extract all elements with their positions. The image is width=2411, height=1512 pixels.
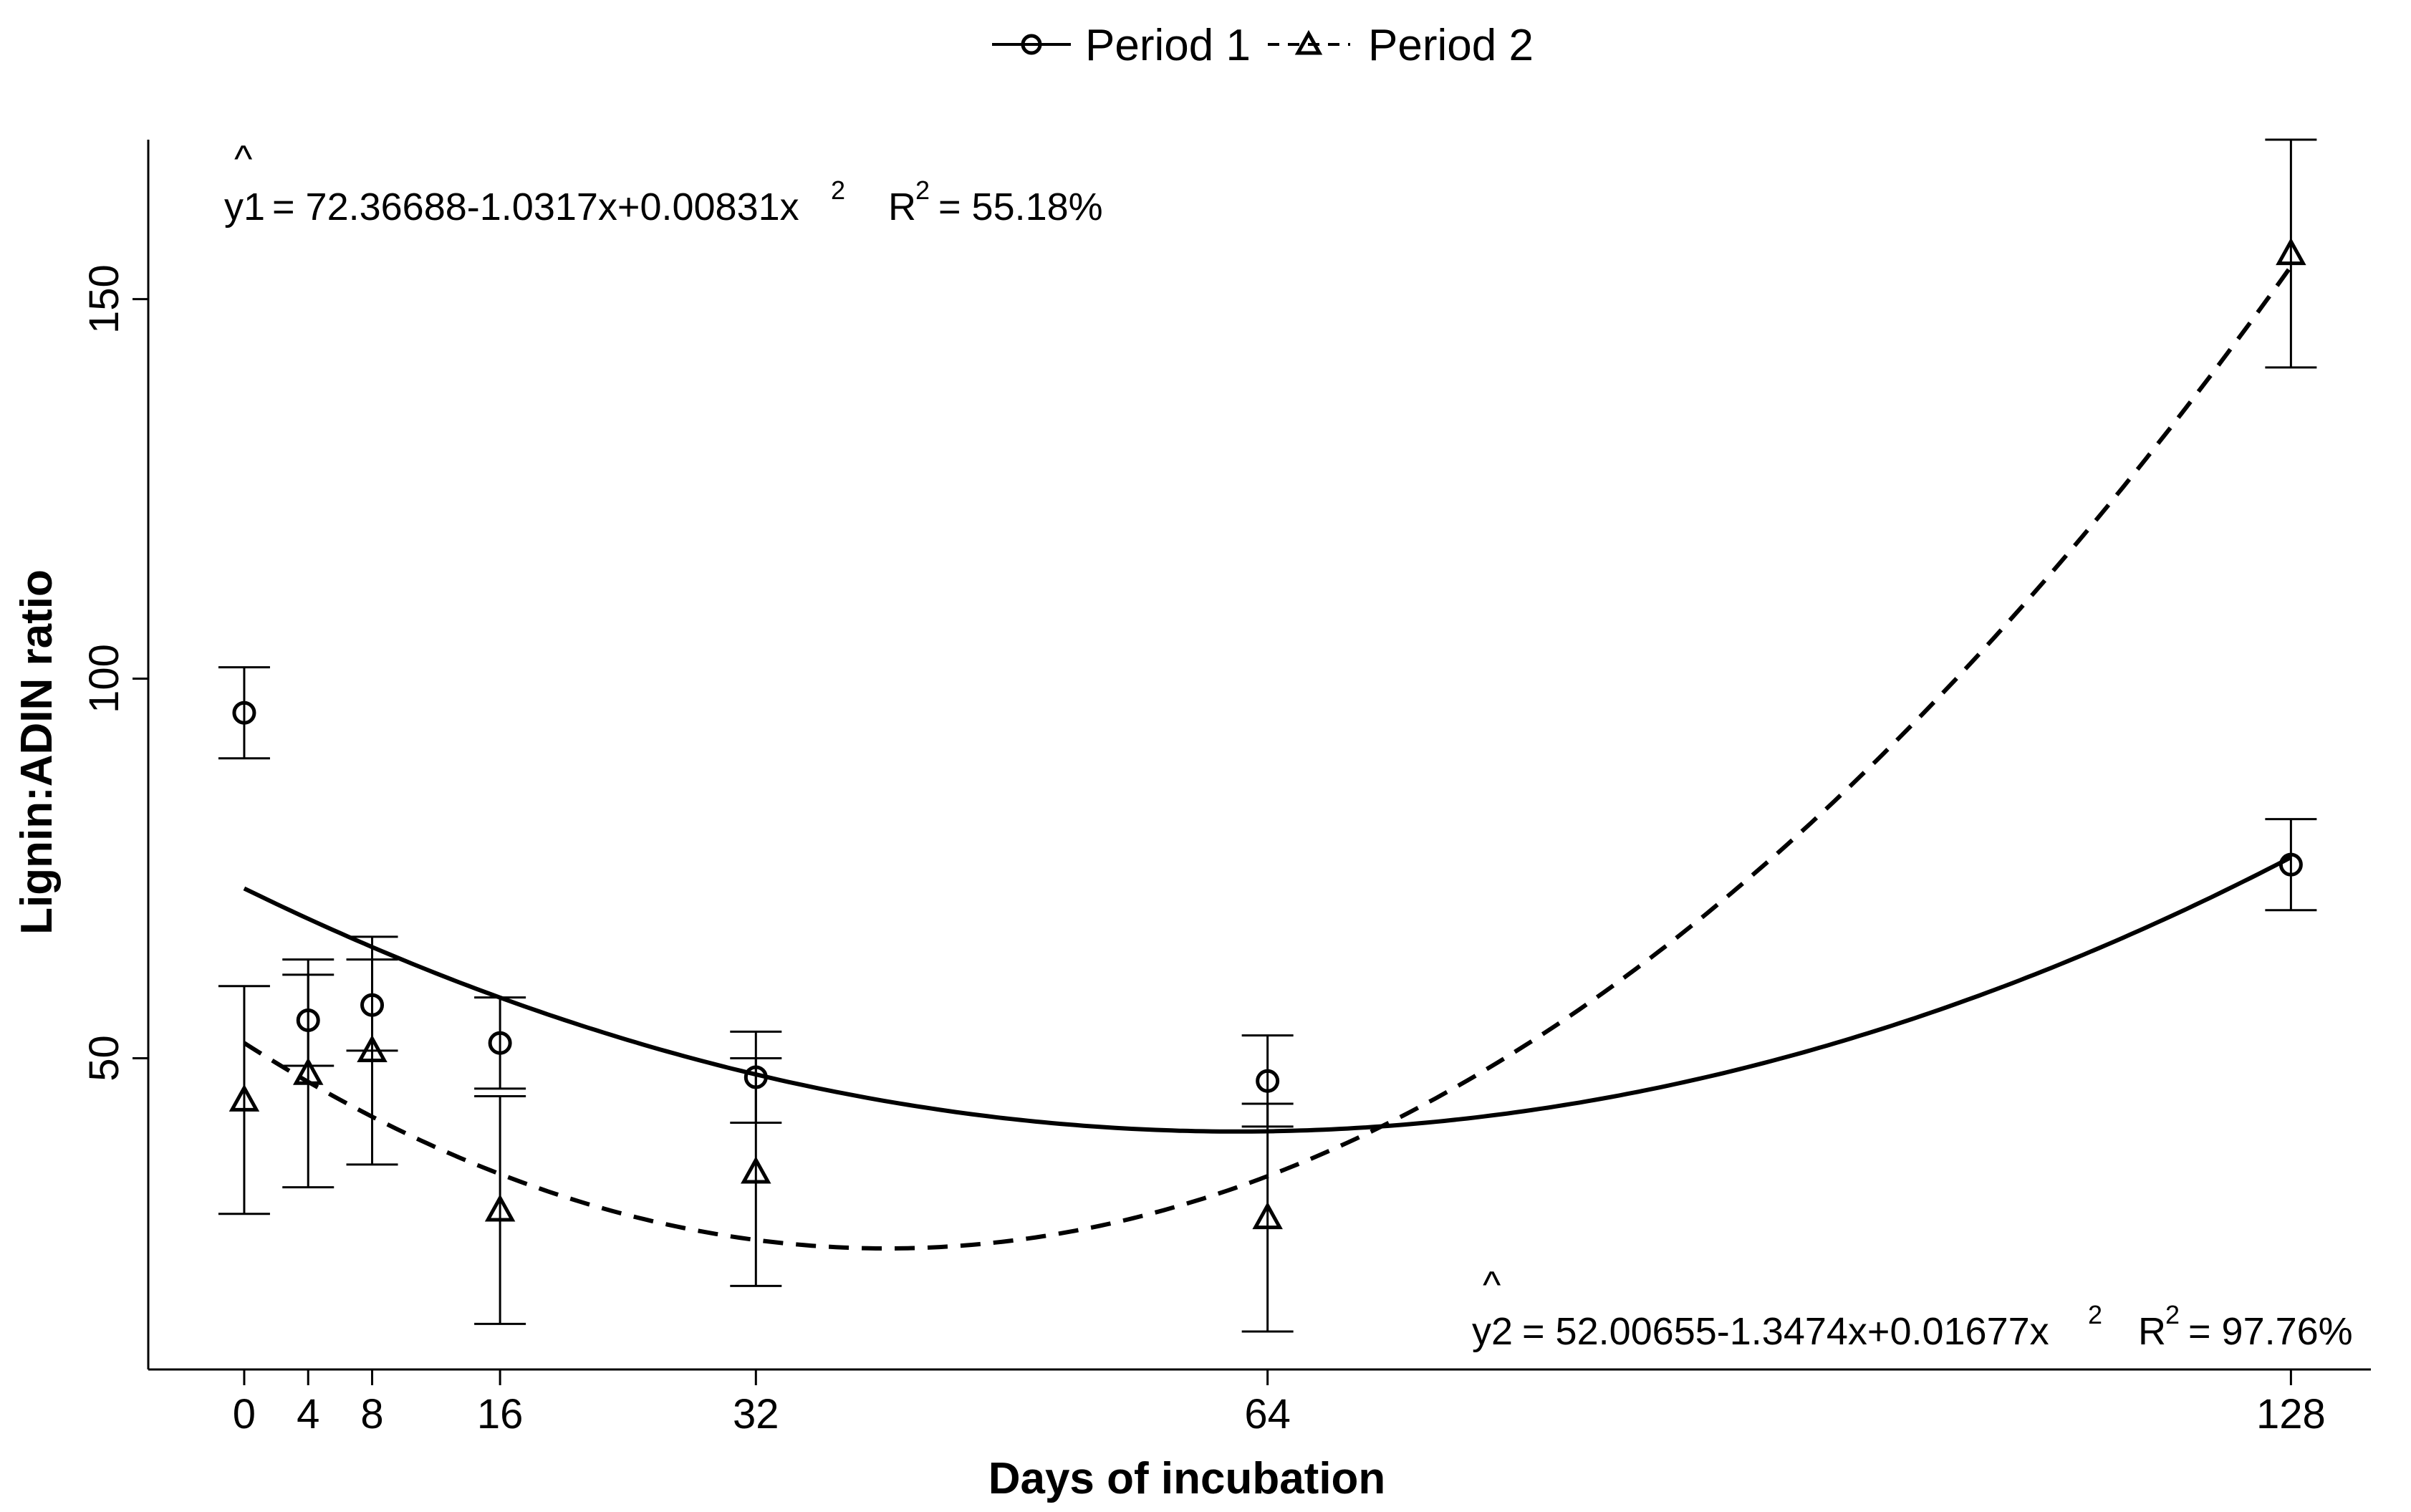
legend-period-1-label: Period 1: [1085, 21, 1251, 70]
point-p2-d128: [2276, 237, 2306, 266]
x-tick-label-0: 0: [233, 1391, 256, 1438]
series-period-1: [218, 666, 2317, 1128]
equation-2-yhat: y2: [1472, 1310, 1513, 1353]
equation-period-1: ^ y1 = 72.36688-1.0317x+0.00831x 2 R 2 =…: [224, 138, 1103, 228]
x-axis-ticks: 0 4 8 16 32 64 128: [233, 1369, 2326, 1438]
equation-1-r2: R: [888, 186, 916, 228]
point-p2-d32: [741, 1156, 771, 1184]
point-p2-d8: [357, 1034, 388, 1062]
x-axis-title: Days of incubation: [988, 1454, 1386, 1503]
x-tick-label-16: 16: [477, 1391, 524, 1438]
legend-period-2-marker: [1294, 29, 1323, 55]
equation-2-r2-sup: 2: [2165, 1300, 2180, 1329]
point-p1-d0: [232, 700, 256, 725]
equation-1-hat: ^: [234, 138, 253, 180]
legend-period-1-marker: [1021, 34, 1042, 55]
point-p1-d128: [2278, 852, 2303, 877]
point-p2-d16: [484, 1194, 516, 1222]
legend-period-2-label: Period 2: [1368, 21, 1534, 70]
point-p2-d64: [1252, 1201, 1283, 1230]
x-tick-label-32: 32: [733, 1391, 779, 1438]
x-tick-label-64: 64: [1244, 1391, 1291, 1438]
point-p1-d64: [1256, 1069, 1280, 1093]
equation-1-body: = 72.36688-1.0317x+0.00831x: [272, 186, 799, 228]
equation-2-body: = 52.00655-1.3474x+0.01677x: [1522, 1310, 2049, 1353]
equation-1-sup: 2: [831, 175, 845, 205]
x-tick-label-8: 8: [360, 1391, 383, 1438]
equation-2-sup: 2: [2088, 1300, 2102, 1329]
y-tick-label-100: 100: [81, 644, 127, 713]
x-tick-label-128: 128: [2256, 1391, 2326, 1438]
equation-2-r2-value: = 97.76%: [2188, 1310, 2353, 1353]
legend: Period 1 Period 2: [992, 21, 1534, 70]
y-axis-title: Lignin:ADIN ratio: [12, 569, 62, 935]
equation-2-hat: ^: [1483, 1263, 1501, 1306]
y-axis-ticks: 50 100 150: [81, 264, 148, 1082]
equation-1-r2-value: = 55.18%: [938, 186, 1103, 228]
equation-1-r2-sup: 2: [915, 175, 930, 205]
equation-2-r2: R: [2138, 1310, 2166, 1353]
point-p1-d16: [488, 1031, 512, 1055]
y-tick-label-50: 50: [81, 1035, 127, 1082]
x-tick-label-4: 4: [297, 1391, 319, 1438]
y-tick-label-150: 150: [81, 264, 127, 334]
equation-period-2: ^ y2 = 52.00655-1.3474x+0.01677x 2 R 2 =…: [1472, 1263, 2353, 1353]
series-period-2: [218, 138, 2317, 1333]
point-p2-d4: [292, 1057, 324, 1085]
point-p2-d0: [228, 1084, 260, 1112]
equation-1-yhat: y1: [224, 186, 265, 228]
